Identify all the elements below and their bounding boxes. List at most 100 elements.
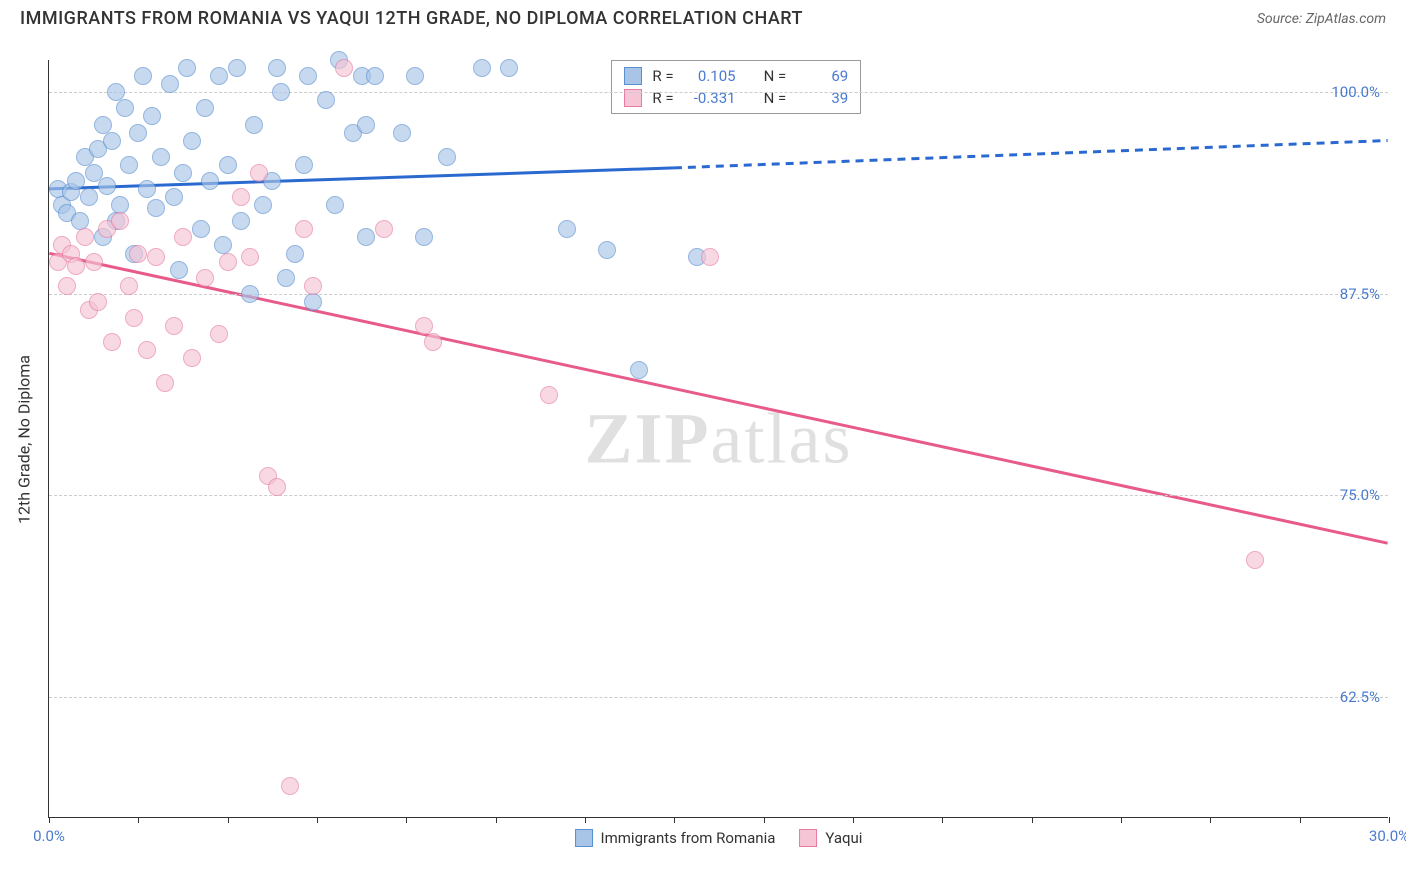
data-point [540,386,558,404]
data-point [272,83,290,101]
data-point [196,99,214,117]
legend-stats-row-blue: R = 0.105 N = 69 [612,65,860,87]
data-point [424,333,442,351]
legend-stats-row-pink: R = -0.331 N = 39 [612,87,860,109]
data-point [701,248,719,266]
data-point [116,99,134,117]
data-point [375,220,393,238]
data-point [1246,551,1264,569]
data-point [219,253,237,271]
data-point [245,116,263,134]
data-point [76,228,94,246]
data-point [120,277,138,295]
data-point [129,124,147,142]
data-point [277,269,295,287]
data-point [58,277,76,295]
data-point [281,777,299,795]
data-point [161,75,179,93]
data-point [192,220,210,238]
data-point [598,241,616,259]
data-point [143,107,161,125]
x-tick [1210,817,1211,823]
data-point [406,67,424,85]
x-tick [138,817,139,823]
x-tick [585,817,586,823]
data-point [196,269,214,287]
data-point [85,253,103,271]
data-point [125,309,143,327]
data-point [299,67,317,85]
data-point [129,245,147,263]
gridline [49,92,1388,93]
data-point [210,325,228,343]
data-point [219,156,237,174]
data-point [295,220,313,238]
swatch-pink-icon [799,829,817,847]
data-point [268,478,286,496]
data-point [147,199,165,217]
chart-title: IMMIGRANTS FROM ROMANIA VS YAQUI 12TH GR… [20,8,803,29]
data-point [183,349,201,367]
watermark: ZIPatlas [585,397,853,480]
data-point [241,248,259,266]
data-point [304,277,322,295]
data-point [183,132,201,150]
data-point [103,132,121,150]
x-tick [674,817,675,823]
data-point [241,285,259,303]
data-point [214,236,232,254]
data-point [111,212,129,230]
data-point [268,59,286,77]
data-point [174,164,192,182]
data-point [630,361,648,379]
bottom-legend: Immigrants from Romania Yaqui [575,829,863,847]
gridline [49,495,1388,496]
x-tick [942,817,943,823]
swatch-blue-icon [575,829,593,847]
data-point [210,67,228,85]
data-point [178,59,196,77]
x-tick-label: 0.0% [33,827,65,845]
legend-item-yaqui: Yaqui [799,829,862,847]
data-point [317,91,335,109]
x-tick [49,817,50,823]
legend-stats-box: R = 0.105 N = 69 R = -0.331 N = 39 [611,60,861,114]
data-point [80,188,98,206]
data-point [156,374,174,392]
data-point [232,188,250,206]
y-tick-label: 100.0% [1331,83,1380,101]
data-point [67,257,85,275]
data-point [438,148,456,166]
data-point [335,59,353,77]
x-tick [853,817,854,823]
x-tick [228,817,229,823]
x-tick [406,817,407,823]
data-point [326,196,344,214]
data-point [357,116,375,134]
swatch-blue [624,67,642,85]
legend-item-romania: Immigrants from Romania [575,829,776,847]
data-point [67,172,85,190]
data-point [120,156,138,174]
data-point [250,164,268,182]
data-point [134,67,152,85]
x-tick [1032,817,1033,823]
data-point [138,341,156,359]
x-tick [317,817,318,823]
x-tick [764,817,765,823]
x-tick [496,817,497,823]
data-point [366,67,384,85]
data-point [415,228,433,246]
x-tick [1300,817,1301,823]
data-point [71,212,89,230]
y-tick-label: 87.5% [1340,285,1380,303]
x-tick [1121,817,1122,823]
gridline [49,697,1388,698]
data-point [201,172,219,190]
y-tick-label: 75.0% [1340,486,1380,504]
data-point [228,59,246,77]
chart-source: Source: ZipAtlas.com [1257,11,1386,27]
y-axis-label: 12th Grade, No Diploma [15,355,34,524]
data-point [357,228,375,246]
scatter-chart: ZIPatlas R = 0.105 N = 69 R = -0.331 N =… [48,60,1388,818]
